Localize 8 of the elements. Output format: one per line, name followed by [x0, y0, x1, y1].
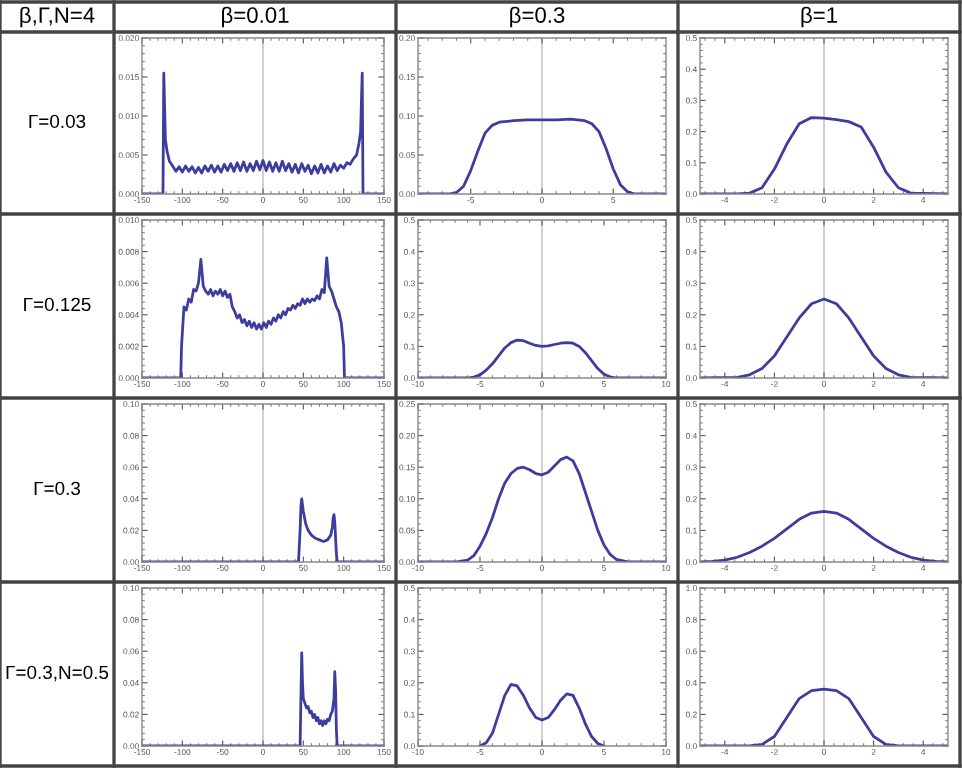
- chart-title: β=0.01: [222, 6, 289, 28]
- y-axis-title: Γ=0.3: [34, 481, 81, 496]
- text: β,Γ,N=4: [20, 6, 95, 28]
- chart-title: β=1: [801, 6, 837, 28]
- chart-title: β=0.3: [510, 6, 565, 28]
- y-axis-title: Γ=0.125: [24, 297, 91, 312]
- y-axis-title: Γ=0.3,N=0.5: [6, 665, 109, 682]
- y-axis-title: Γ=0.03: [29, 114, 86, 129]
